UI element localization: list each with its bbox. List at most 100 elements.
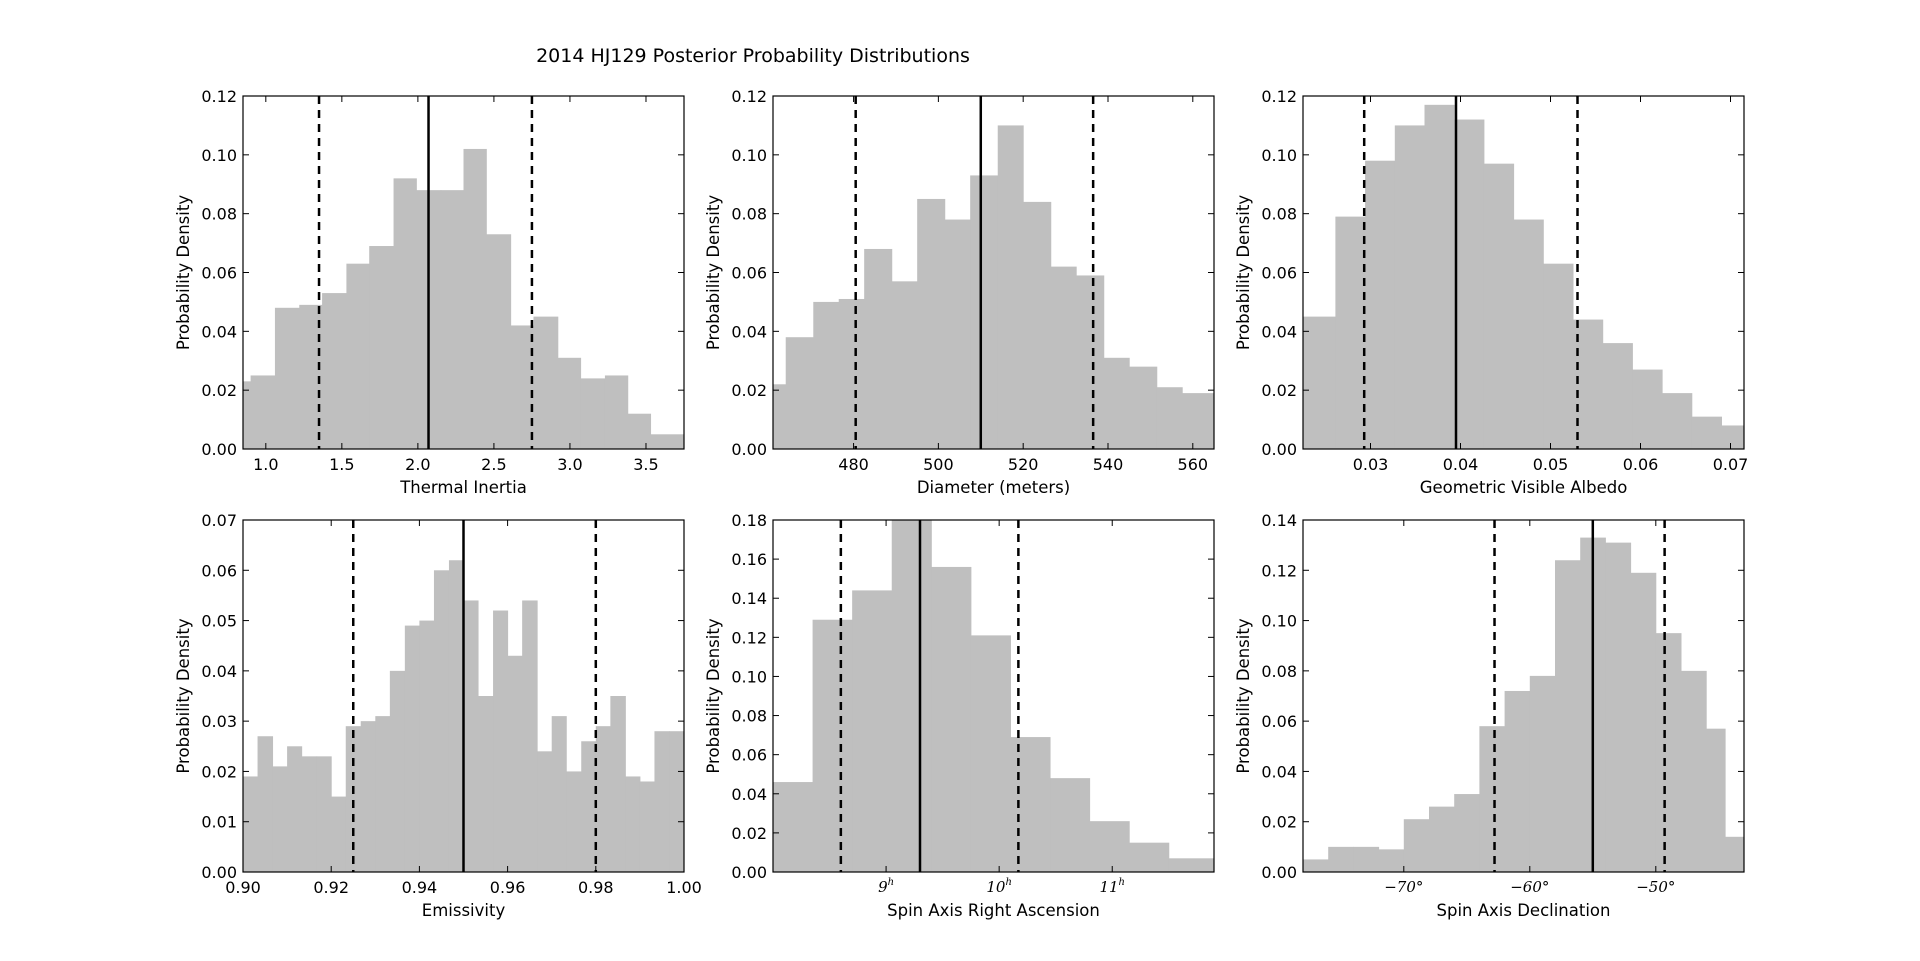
histogram-bar [404,625,420,872]
x-tick-label: 3.5 [633,455,658,474]
histogram-bar [551,716,567,872]
y-tick-label: 0.06 [731,746,767,765]
histogram-bar [1378,849,1405,872]
x-tick-label: 1.0 [253,455,278,474]
histogram-bar [463,600,479,872]
y-axis-label: Probability Density [704,195,723,350]
histogram-bar [1529,675,1556,872]
histogram-bar [864,248,893,449]
histogram-bar [389,670,406,872]
x-tick-label: 0.03 [1353,455,1389,474]
x-tick-label: 480 [838,455,869,474]
histogram-bar [274,307,300,449]
y-tick-label: 0.02 [731,824,767,843]
histogram-bar [1454,794,1480,872]
histogram-bar [316,756,332,872]
x-axis-label: Spin Axis Right Ascension [887,901,1100,920]
y-tick-label: 0.08 [1261,205,1297,224]
y-tick-label: 0.01 [201,813,237,832]
histogram-bar [917,198,946,449]
histogram-bar [566,771,582,872]
y-tick-label: 0.06 [1261,264,1297,283]
histogram-bar [595,726,611,872]
x-tick-label: 0.94 [402,878,438,897]
y-tick-label: 0.08 [731,707,767,726]
histogram-bar [610,696,626,872]
histogram-bar [1129,842,1170,872]
y-tick-label: 0.04 [201,322,237,341]
x-tick-label: −70° [1384,878,1423,896]
histogram-bar [773,782,814,872]
x-tick-label: 1.00 [666,878,702,897]
histogram-bar [463,148,487,449]
x-tick-label: 540 [1093,455,1124,474]
figure-title: 2014 HJ129 Posterior Probability Distrib… [536,45,970,67]
histogram-bar [1103,357,1130,449]
x-tick-label: 0.92 [313,878,349,897]
histogram-bar [1429,806,1455,872]
histogram-bar [1353,846,1380,872]
histogram-bar [1156,387,1183,449]
histogram-bar [1424,104,1455,449]
y-tick-label: 0.02 [731,381,767,400]
histogram-bar [243,776,259,872]
y-tick-label: 0.10 [731,146,767,165]
histogram-bar [639,781,655,872]
histogram-bar [1303,316,1336,449]
y-axis-label: Probability Density [174,618,193,773]
x-axis-label: Thermal Inertia [399,478,527,497]
histogram-bar [581,741,597,872]
y-tick-label: 0.10 [1261,612,1297,631]
histogram-bar [970,635,1011,872]
histogram-bar [533,316,559,449]
histogram-bar [931,566,972,872]
histogram-bar [773,384,787,449]
histogram-bar [1706,728,1726,872]
histogram-bar [1403,819,1430,872]
histogram-bar [522,600,538,872]
axes-frame [772,519,1215,873]
y-tick-label: 0.04 [731,785,767,804]
y-tick-label: 0.08 [201,205,237,224]
axes-frame [242,519,685,873]
histogram-bar [654,731,670,872]
histogram-bar [891,520,932,872]
y-tick-label: 0.12 [1261,87,1297,106]
histogram-bar [852,590,893,872]
histogram-bar [1725,836,1745,872]
histogram-bar [433,570,450,872]
x-tick-label-suffix: h [1005,877,1011,888]
x-tick-label: 560 [1178,455,1209,474]
x-tick-label: 3.0 [557,455,582,474]
x-tick-label: 11h [1099,877,1125,896]
y-tick-label: 0.03 [201,712,237,731]
x-tick-label: 0.90 [225,878,261,897]
histogram-bar [272,766,288,872]
histogram-bar [1630,572,1657,872]
y-tick-label: 0.12 [1261,561,1297,580]
histogram-bar [1365,160,1396,449]
histogram-bar [557,357,582,449]
y-tick-label: 0.18 [731,511,767,530]
x-tick-label-suffix: h [888,877,894,888]
x-tick-label: 0.05 [1533,455,1569,474]
y-tick-label: 0.04 [1261,322,1297,341]
histogram-bar [1023,201,1052,449]
x-tick-label: 0.96 [490,878,526,897]
y-tick-label: 0.12 [201,87,237,106]
histogram-bar [440,190,464,449]
axes-frame [1302,519,1745,873]
histogram-bar [1681,670,1707,872]
histogram-bar [785,337,814,449]
y-axis-label: Probability Density [704,618,723,773]
histogram-bar [1543,263,1574,449]
y-tick-label: 0.00 [731,863,767,882]
x-tick-label: 2.5 [481,455,506,474]
x-tick-label: 0.06 [1623,455,1659,474]
histogram-bar [257,736,274,872]
y-axis-label: Probability Density [174,195,193,350]
histogram-bar [1513,219,1544,449]
y-tick-label: 0.07 [201,511,237,530]
y-tick-label: 0.14 [1261,511,1297,530]
histogram-bar [1454,119,1485,450]
